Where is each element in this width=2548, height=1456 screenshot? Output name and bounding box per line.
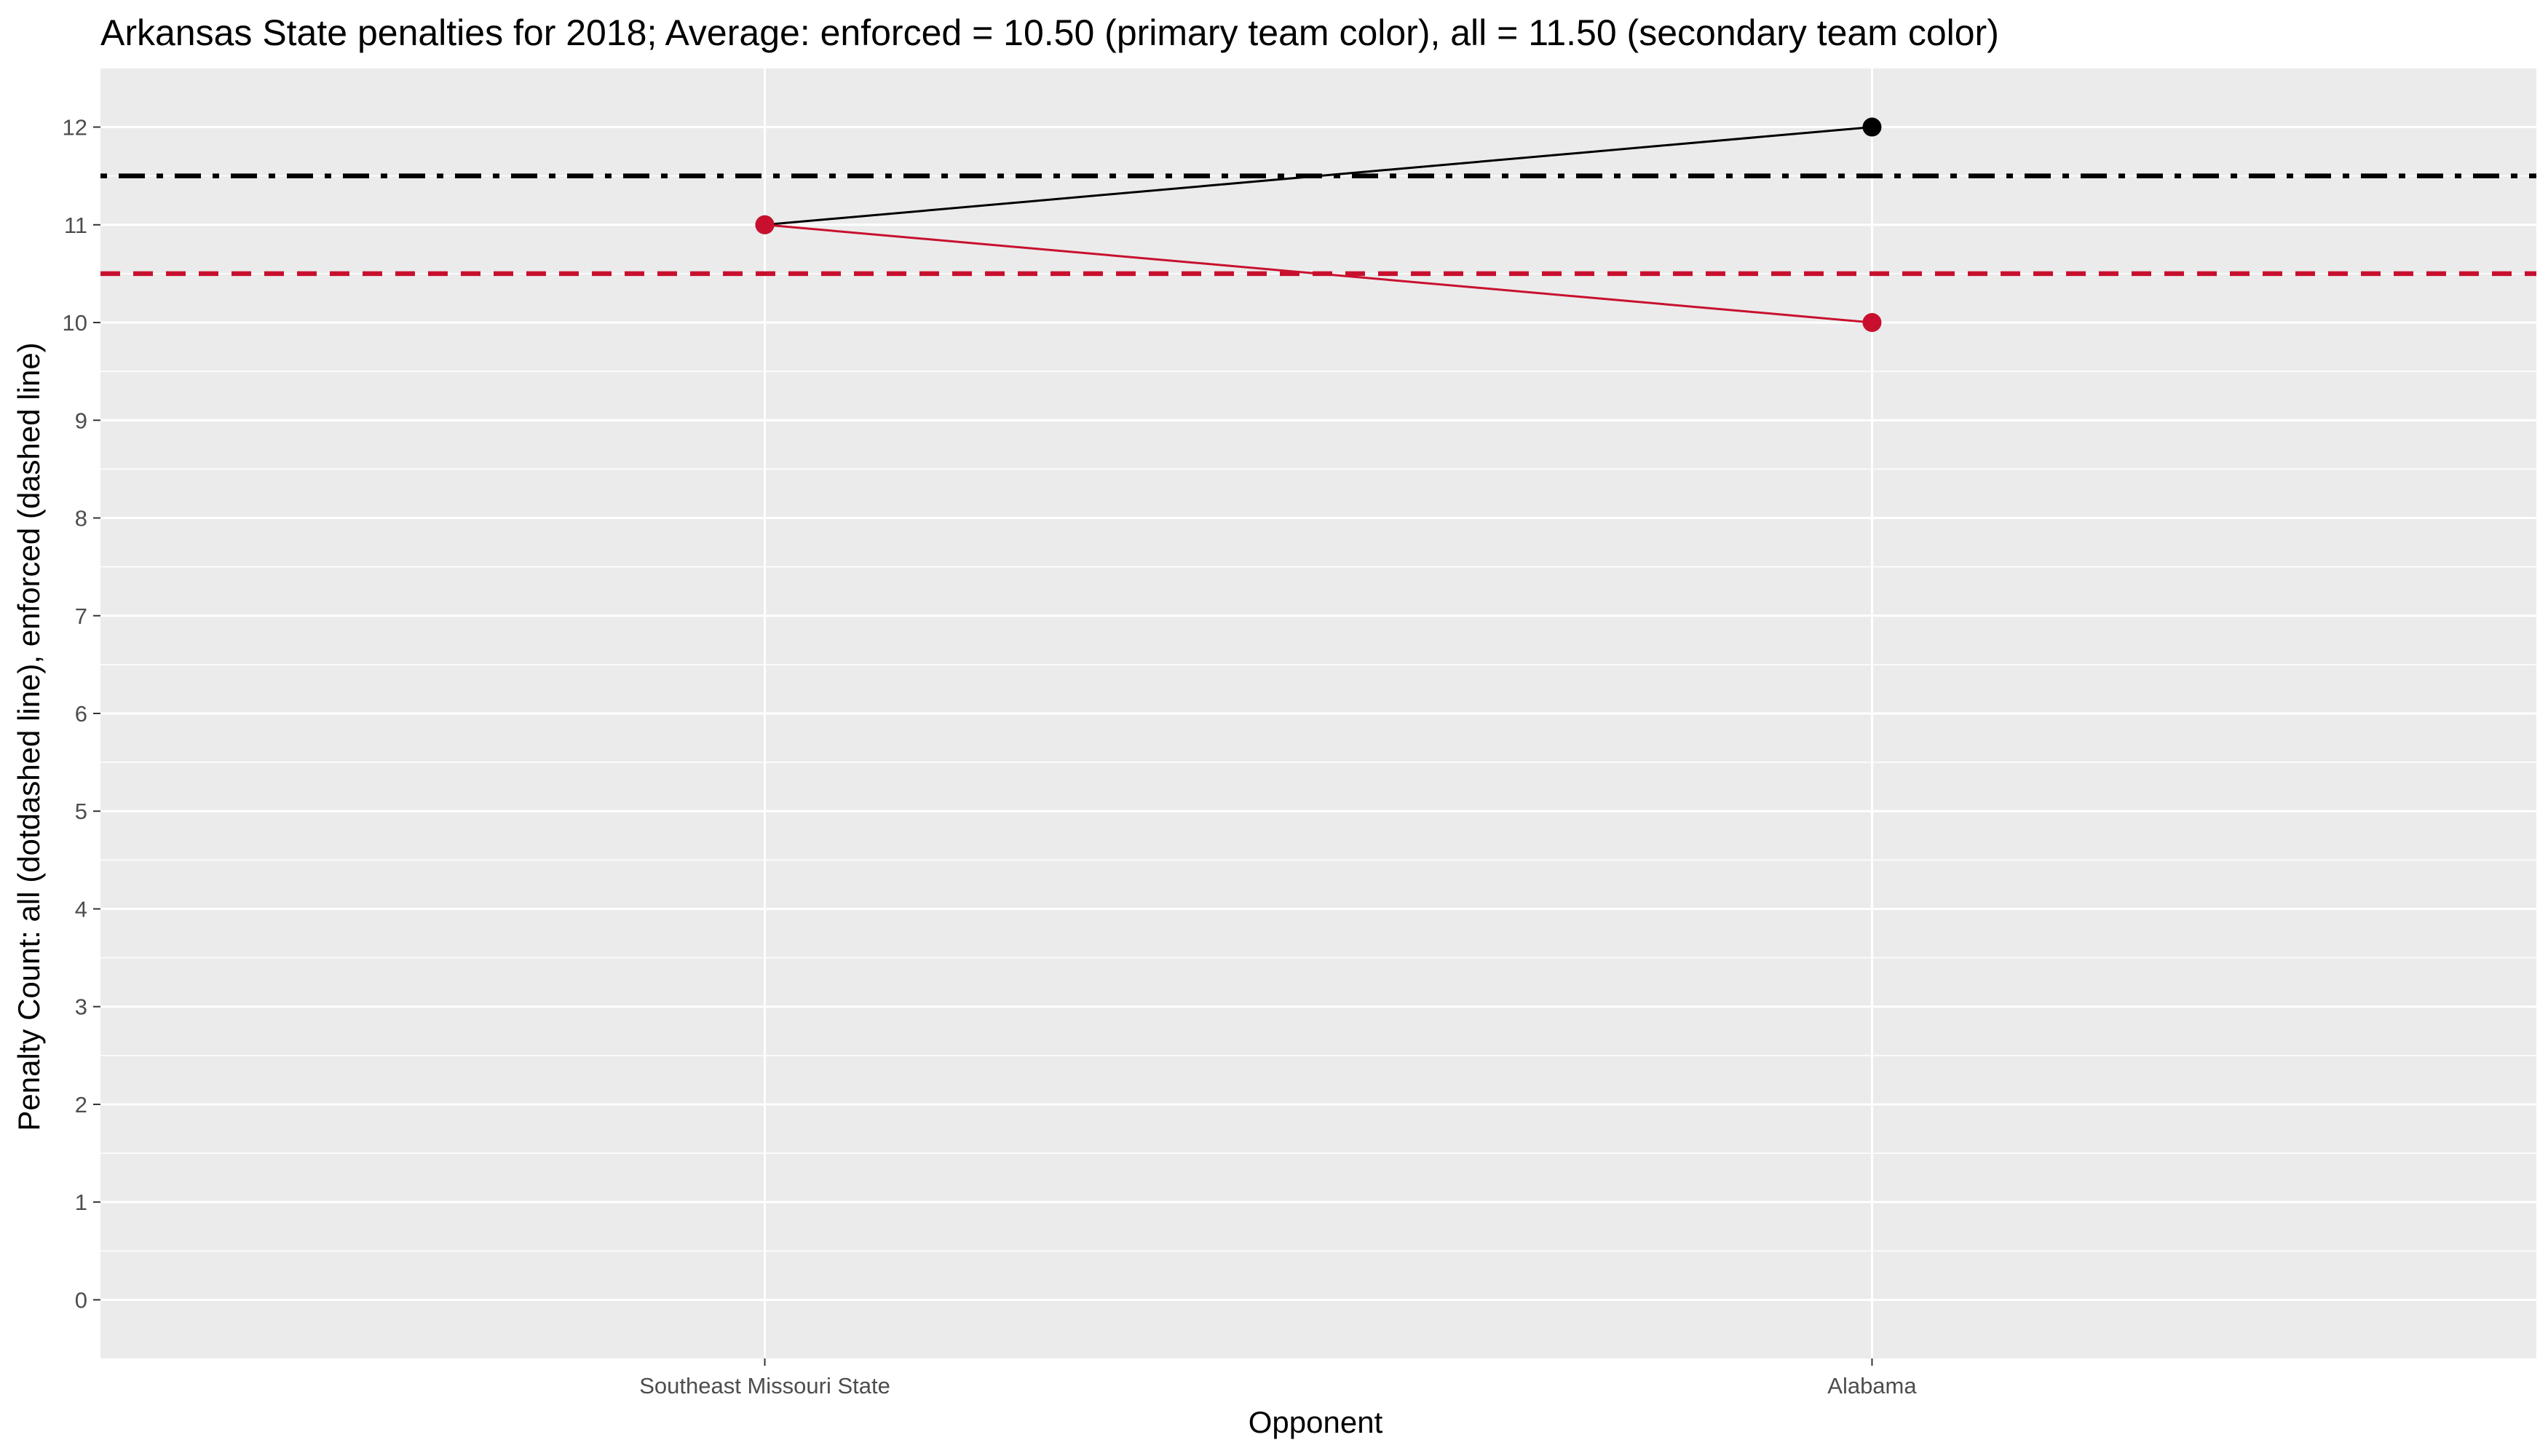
y-tick-label: 12 xyxy=(63,115,87,141)
major-gridlines xyxy=(100,68,2536,1358)
chart-title: Arkansas State penalties for 2018; Avera… xyxy=(100,12,1999,53)
x-tick-label: Alabama xyxy=(1827,1373,1917,1398)
y-axis-title: Penalty Count: all (dotdashed line), enf… xyxy=(12,342,46,1131)
x-axis: Southeast Missouri State Alabama xyxy=(639,1358,1917,1398)
data-point xyxy=(1862,117,1882,137)
series-lines xyxy=(764,126,1872,324)
y-tick-label: 3 xyxy=(75,994,87,1020)
y-tick-label: 10 xyxy=(63,310,87,336)
y-tick-label: 11 xyxy=(64,213,87,238)
y-tick-label: 8 xyxy=(75,506,87,531)
data-point xyxy=(755,215,775,234)
series-line xyxy=(764,223,1872,324)
y-tick-label: 0 xyxy=(75,1287,87,1313)
series-points xyxy=(755,117,1882,333)
series-line xyxy=(764,126,1872,226)
y-tick-label: 7 xyxy=(75,604,87,629)
y-tick-label: 9 xyxy=(75,408,87,433)
y-tick-label: 6 xyxy=(75,701,87,727)
x-axis-title: Opponent xyxy=(1249,1405,1383,1439)
y-tick-label: 2 xyxy=(75,1092,87,1117)
y-tick-label: 1 xyxy=(75,1190,87,1215)
x-tick-label: Southeast Missouri State xyxy=(639,1373,890,1398)
y-tick-label: 5 xyxy=(75,799,87,824)
data-point xyxy=(1862,313,1882,333)
y-tick-label: 4 xyxy=(75,896,87,922)
